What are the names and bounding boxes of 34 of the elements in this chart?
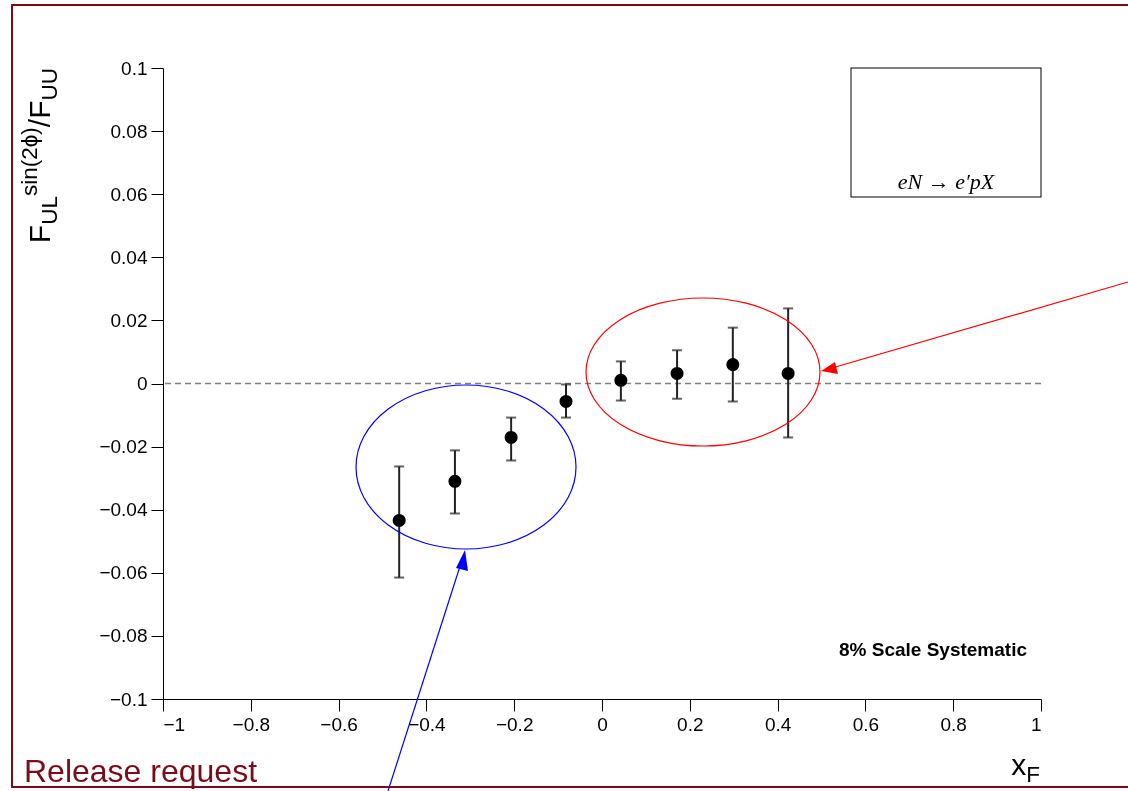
x-tick-label: 1: [1030, 713, 1042, 735]
point: [448, 474, 462, 488]
y-tick-label: 0.1: [121, 57, 148, 79]
x-axis-title: x$_{F}$: [1011, 748, 1040, 787]
y-tick-label: 0.08: [110, 120, 148, 142]
annotation: 8% Scale Systematic: [838, 639, 1028, 660]
x-tick-label: −0.8: [232, 713, 271, 735]
y-tick-label: −0.1: [109, 688, 148, 710]
text: Release request: [24, 753, 258, 789]
y-tick-label: −0.08: [99, 625, 148, 647]
point: [392, 513, 406, 527]
y-tick-label: 0: [136, 373, 148, 394]
point: [614, 373, 628, 387]
point: [504, 430, 518, 444]
annotation: eN → e′pX: [897, 169, 996, 194]
point: [781, 366, 795, 380]
x-tick-label: 0: [597, 713, 608, 735]
x-tick-label: −1: [163, 713, 186, 735]
point: [726, 358, 740, 372]
y-tick-label: −0.06: [99, 562, 148, 584]
x-tick-label: 0.2: [677, 713, 704, 735]
x-tick-label: 0.8: [940, 713, 967, 735]
point: [559, 394, 573, 408]
y-tick-label: 0.02: [110, 309, 148, 331]
x-tick-label: 0.6: [852, 713, 880, 735]
y-tick-label: 0.06: [110, 183, 148, 205]
x-tick-label: −0.6: [320, 713, 358, 735]
y-tick-label: 0.04: [110, 246, 148, 268]
point: [670, 366, 684, 380]
y-tick-label: −0.04: [99, 499, 148, 521]
x-tick-label: −0.2: [495, 713, 534, 735]
y-tick-label: −0.02: [99, 436, 148, 458]
x-tick-label: 0.4: [764, 713, 792, 735]
x-tick-label: −0.4: [408, 713, 447, 735]
